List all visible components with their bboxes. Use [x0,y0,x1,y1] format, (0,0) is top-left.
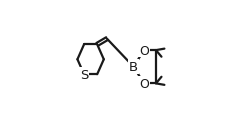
Text: O: O [139,77,149,90]
Text: B: B [129,61,138,74]
Text: O: O [139,44,149,57]
Text: S: S [80,68,88,81]
